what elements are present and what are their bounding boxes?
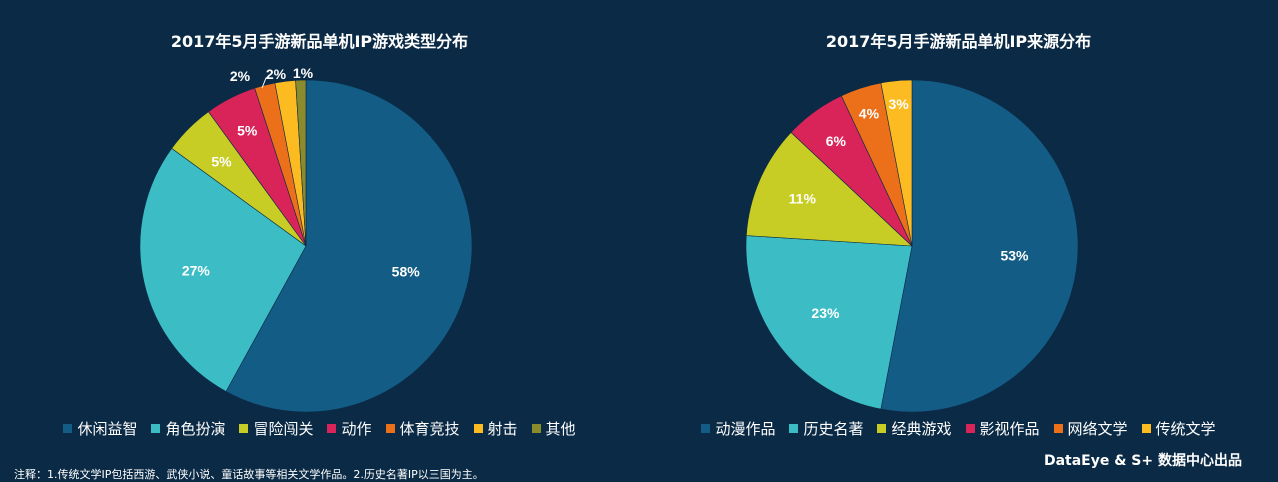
- slice-value-label: 5%: [237, 123, 258, 139]
- chart-legend: 动漫作品 历史名著 经典游戏 影视作品 网络文学 传统文学: [639, 418, 1278, 439]
- legend-label: 动漫作品: [715, 420, 776, 438]
- legend-item: 休闲益智: [63, 418, 137, 439]
- legend-label: 休闲益智: [77, 420, 138, 438]
- legend-label: 经典游戏: [891, 420, 952, 438]
- legend-swatch: [63, 424, 73, 433]
- legend-item: 经典游戏: [877, 418, 952, 439]
- pie-chart: 58% 27% 5% 5% 2% 2% 1%: [139, 65, 473, 413]
- pie-slice-3: [746, 131, 913, 247]
- slice-value-label: 11%: [789, 191, 817, 207]
- pie-slice-1: [225, 79, 473, 413]
- legend-item: 历史名著: [789, 418, 863, 439]
- pie-slice-7: [295, 79, 307, 247]
- slice-value-label: 23%: [811, 305, 840, 321]
- credit-text: DataEye & S+ 数据中心出品: [1043, 453, 1242, 469]
- leader-line: [261, 77, 270, 89]
- legend-swatch: [473, 424, 483, 433]
- legend-item: 网络文学: [1053, 418, 1128, 439]
- legend-label: 体育竞技: [399, 420, 460, 438]
- slice-value-label: 5%: [211, 153, 232, 169]
- slice-value-label: 3%: [888, 96, 909, 112]
- legend-label: 动作: [341, 420, 372, 438]
- legend-item: 角色扮演: [151, 418, 225, 439]
- pie-slice-1: [880, 79, 1079, 413]
- legend-label: 历史名著: [803, 420, 864, 438]
- legend-label: 影视作品: [979, 420, 1040, 438]
- slice-value-label: 53%: [1000, 248, 1029, 264]
- legend-item: 动漫作品: [701, 418, 775, 439]
- pie-slice-6: [880, 79, 913, 247]
- legend-item: 传统文学: [1141, 418, 1216, 439]
- legend-item: 射击: [473, 418, 518, 439]
- legend-swatch: [877, 424, 887, 433]
- pie-chart: 53% 23% 11% 6% 4% 3%: [745, 79, 1079, 413]
- legend-label: 传统文学: [1155, 420, 1216, 438]
- slice-value-label: 6%: [826, 133, 847, 149]
- legend-swatch: [1141, 424, 1151, 433]
- legend-item: 体育竞技: [385, 418, 460, 439]
- legend-item: 动作: [327, 418, 372, 439]
- chart-title: 2017年5月手游新品单机IP来源分布: [825, 32, 1092, 51]
- slice-value-label: 2%: [266, 66, 287, 82]
- slice-value-label: 58%: [392, 264, 421, 280]
- legend-label: 网络文学: [1067, 420, 1128, 438]
- legend-swatch: [701, 424, 711, 433]
- slice-value-label: 2%: [230, 68, 251, 84]
- legend-label: 冒险闯关: [253, 420, 314, 438]
- legend-label: 射击: [487, 420, 518, 438]
- chart-title: 2017年5月手游新品单机IP游戏类型分布: [170, 32, 469, 51]
- chart-legend: 休闲益智 角色扮演 冒险闯关 动作 体育竞技 射击 其他: [0, 418, 639, 439]
- legend-label: 其他: [545, 420, 576, 438]
- legend-item: 其他: [531, 418, 576, 439]
- chart-panel-ip-genre: 2017年5月手游新品单机IP游戏类型分布 58% 27% 5% 5% 2% 2% 1% 休…: [0, 0, 639, 445]
- legend-item: 影视作品: [965, 418, 1040, 439]
- legend-swatch: [385, 424, 395, 433]
- footnote: 注释：1.传统文学IP包括西游、武侠小说、童话故事等相关文学作品。2.历史名著I…: [14, 468, 484, 481]
- slice-value-label: 4%: [859, 105, 880, 121]
- legend-swatch: [965, 424, 975, 433]
- legend-swatch: [789, 424, 799, 433]
- pie-slice-2: [139, 148, 307, 392]
- legend-swatch: [151, 424, 161, 433]
- pie-slice-2: [745, 235, 913, 410]
- legend-swatch: [531, 424, 541, 433]
- legend-swatch: [239, 424, 249, 433]
- slice-value-label: 27%: [182, 263, 211, 279]
- legend-swatch: [327, 424, 337, 433]
- slice-value-label: 1%: [293, 65, 314, 81]
- chart-panel-ip-source: 2017年5月手游新品单机IP来源分布 53% 23% 11% 6% 4% 3% 动漫作品…: [639, 0, 1278, 445]
- legend-swatch: [1053, 424, 1063, 433]
- legend-item: 冒险闯关: [239, 418, 313, 439]
- legend-label: 角色扮演: [165, 420, 226, 438]
